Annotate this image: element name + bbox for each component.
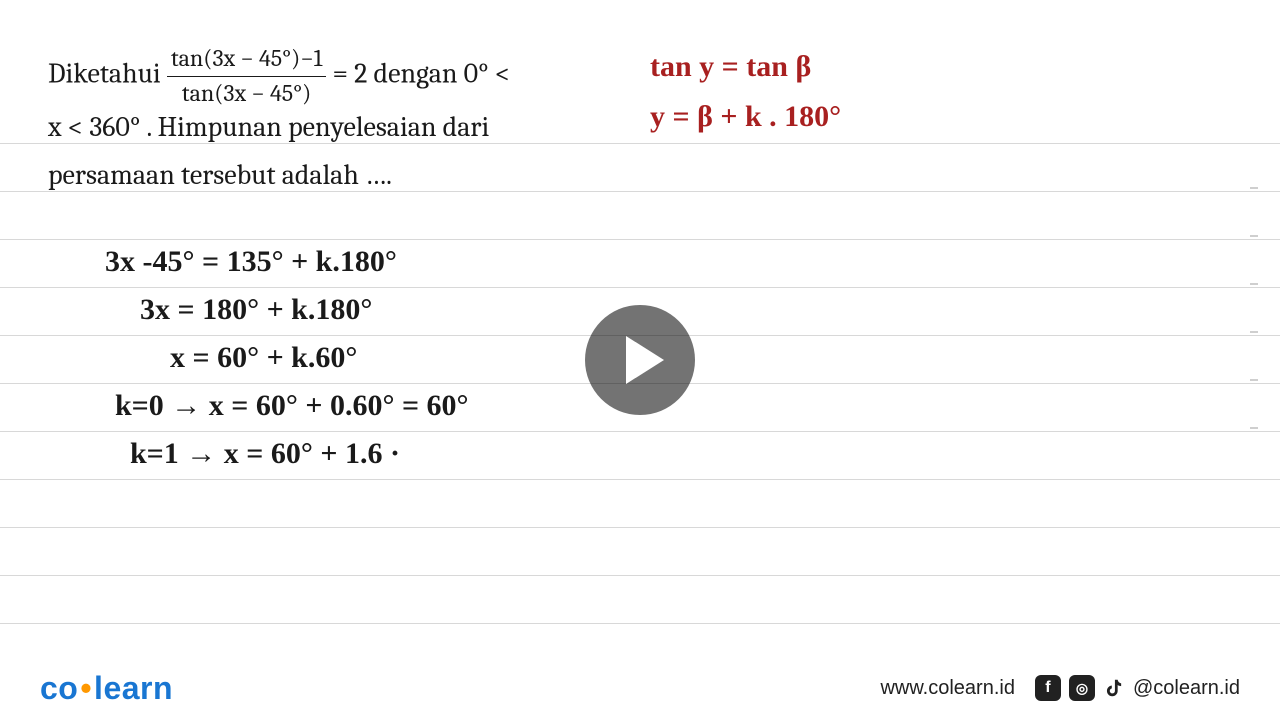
rule-line bbox=[0, 575, 1280, 576]
work-line3: x = 60° + k.60° bbox=[170, 341, 357, 375]
logo-learn: learn bbox=[94, 670, 173, 706]
rule-tick bbox=[1250, 331, 1258, 333]
rule-line bbox=[0, 623, 1280, 624]
rule-tick bbox=[1250, 283, 1258, 285]
rule-tick bbox=[1250, 427, 1258, 429]
logo-dot: • bbox=[80, 670, 92, 706]
rule-line bbox=[0, 527, 1280, 528]
problem-post: = 2 dengan 0° < bbox=[333, 58, 511, 90]
fraction-denominator: tan(3x − 45°) bbox=[167, 77, 327, 111]
footer-handle: @colearn.id bbox=[1133, 677, 1240, 700]
note-line2: y = β + k . 180° bbox=[650, 100, 841, 134]
play-button[interactable] bbox=[585, 305, 695, 415]
work-line2: 3x = 180° + k.180° bbox=[140, 293, 372, 327]
rule-tick bbox=[1250, 187, 1258, 189]
rule-line bbox=[0, 479, 1280, 480]
footer-url: www.colearn.id bbox=[880, 677, 1015, 700]
logo-co: co bbox=[40, 670, 78, 706]
problem-pre: Diketahui bbox=[48, 58, 167, 90]
problem-line1: Diketahui tan(3x − 45°)−1 tan(3x − 45°) … bbox=[48, 42, 608, 110]
rule-line bbox=[0, 431, 1280, 432]
note-line1: tan y = tan β bbox=[650, 50, 811, 84]
rule-line bbox=[0, 287, 1280, 288]
rule-line bbox=[0, 239, 1280, 240]
facebook-icon: f bbox=[1035, 675, 1061, 701]
work-line1: 3x -45° = 135° + k.180° bbox=[105, 245, 397, 279]
work-line4: k=0 → x = 60° + 0.60° = 60° bbox=[115, 389, 469, 423]
rule-tick bbox=[1250, 379, 1258, 381]
brand-logo: co•learn bbox=[40, 670, 173, 707]
problem-line3: persamaan tersebut adalah …. bbox=[48, 156, 392, 195]
instagram-icon: ◎ bbox=[1069, 675, 1095, 701]
problem-fraction: tan(3x − 45°)−1 tan(3x − 45°) bbox=[167, 42, 327, 110]
footer: co•learn www.colearn.id f ◎ @colearn.id bbox=[0, 656, 1280, 720]
play-icon bbox=[626, 336, 664, 384]
tiktok-icon bbox=[1103, 675, 1125, 701]
work-line5: k=1 → x = 60° + 1.6 · bbox=[130, 437, 400, 471]
footer-right: www.colearn.id f ◎ @colearn.id bbox=[880, 675, 1240, 701]
problem-line2: x < 360° . Himpunan penyelesaian dari bbox=[48, 108, 489, 147]
fraction-numerator: tan(3x − 45°)−1 bbox=[167, 42, 327, 77]
rule-tick bbox=[1250, 235, 1258, 237]
social-icons: f ◎ @colearn.id bbox=[1035, 675, 1240, 701]
